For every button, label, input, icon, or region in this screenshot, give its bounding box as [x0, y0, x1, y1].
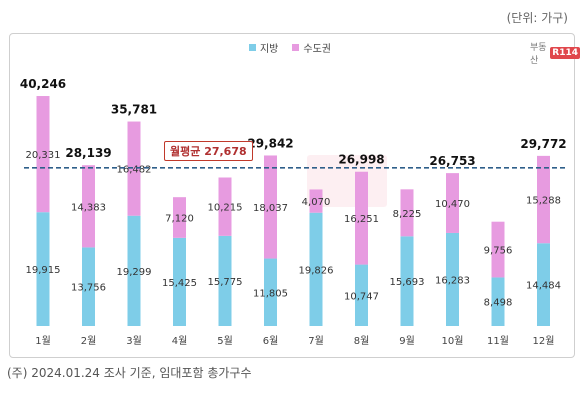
bar-jibang	[491, 277, 505, 326]
logo-text: 부동산	[530, 43, 547, 66]
value-label-jibang: 15,693	[390, 277, 425, 288]
value-label-sudogwon: 18,037	[253, 203, 288, 214]
x-tick-label: 6월	[263, 335, 279, 347]
bar-jibang	[264, 258, 277, 326]
value-label-sudogwon: 15,288	[526, 196, 561, 207]
bar-sudogwon	[400, 189, 414, 237]
bar-sudogwon	[173, 197, 186, 238]
bar-jibang	[309, 212, 323, 326]
x-tick-label: 2월	[81, 335, 97, 347]
x-tick-label: 5월	[217, 335, 233, 347]
value-label-jibang: 15,425	[162, 278, 197, 289]
total-label: 29,842	[247, 136, 293, 150]
bar-jibang	[446, 232, 459, 326]
x-tick-label: 3월	[126, 335, 142, 347]
value-label-jibang: 14,484	[526, 281, 561, 292]
bar-sudogwon	[355, 171, 368, 265]
legend-swatch-jibang	[248, 44, 256, 51]
legend-label-jibang: 지방	[259, 44, 279, 55]
x-tick-label: 11월	[487, 335, 509, 347]
legend-item-jibang: 지방	[248, 40, 279, 55]
bar-sudogwon	[264, 155, 277, 259]
total-label: 29,772	[520, 137, 566, 151]
value-label-sudogwon: 16,251	[344, 214, 379, 225]
value-label-sudogwon: 20,331	[26, 150, 61, 161]
value-label-jibang: 8,498	[484, 298, 513, 309]
value-label-sudogwon: 9,756	[484, 246, 513, 257]
total-label: 26,998	[338, 153, 384, 167]
value-label-sudogwon: 8,225	[393, 209, 422, 220]
x-tick-label: 9월	[399, 335, 415, 347]
value-label-jibang: 11,805	[253, 288, 288, 299]
unit-label: (단위: 가구)	[506, 11, 568, 25]
total-label: 35,781	[111, 103, 157, 117]
total-label: 26,753	[429, 154, 475, 168]
value-label-sudogwon: 7,120	[165, 214, 194, 225]
value-label-sudogwon: 10,215	[208, 203, 243, 214]
chart-frame	[9, 33, 575, 358]
value-label-sudogwon: 4,070	[302, 197, 331, 208]
average-label: 월평균 27,678	[164, 141, 253, 161]
value-label-jibang: 19,826	[299, 265, 334, 276]
bar-jibang	[537, 243, 550, 326]
bar-sudogwon	[36, 96, 50, 213]
x-tick-label: 8월	[354, 335, 370, 347]
footnote: (주) 2024.01.24 조사 기준, 임대포함 총가구수	[7, 366, 252, 380]
x-tick-label: 4월	[172, 335, 188, 347]
value-label-sudogwon: 10,470	[435, 199, 470, 210]
total-label: 40,246	[20, 77, 66, 91]
value-label-jibang: 19,299	[117, 267, 152, 278]
bar-sudogwon	[537, 155, 550, 244]
value-label-sudogwon: 16,482	[117, 165, 152, 176]
bar-sudogwon	[82, 165, 95, 248]
bar-sudogwon	[127, 121, 141, 216]
bar-jibang	[82, 247, 95, 326]
legend-item-sudogwon: 수도권	[292, 40, 331, 55]
x-tick-label: 1월	[35, 335, 51, 347]
logo: 부동산 R114	[530, 40, 580, 66]
value-label-jibang: 15,775	[208, 277, 243, 288]
value-label-jibang: 19,915	[26, 265, 61, 276]
bar-sudogwon	[491, 221, 505, 278]
legend-swatch-sudogwon	[292, 44, 300, 51]
legend-label-sudogwon: 수도권	[303, 44, 331, 55]
bar-sudogwon	[446, 173, 459, 233]
bar-sudogwon	[218, 177, 232, 236]
bar-jibang	[355, 264, 368, 326]
x-tick-label: 7월	[308, 335, 324, 347]
bar-jibang	[127, 215, 141, 326]
logo-mark: R114	[550, 47, 580, 59]
value-label-jibang: 16,283	[435, 275, 470, 286]
value-label-jibang: 10,747	[344, 291, 379, 302]
bar-jibang	[36, 212, 50, 326]
bar-jibang	[400, 236, 414, 326]
value-label-jibang: 13,756	[71, 283, 106, 294]
bar-sudogwon	[309, 189, 323, 213]
value-label-sudogwon: 14,383	[71, 202, 106, 213]
bar-jibang	[218, 235, 232, 326]
x-tick-label: 12월	[533, 335, 555, 347]
x-tick-label: 10월	[442, 335, 464, 347]
legend: 지방 수도권	[0, 40, 580, 55]
bar-jibang	[173, 237, 186, 326]
total-label: 28,139	[65, 146, 111, 160]
